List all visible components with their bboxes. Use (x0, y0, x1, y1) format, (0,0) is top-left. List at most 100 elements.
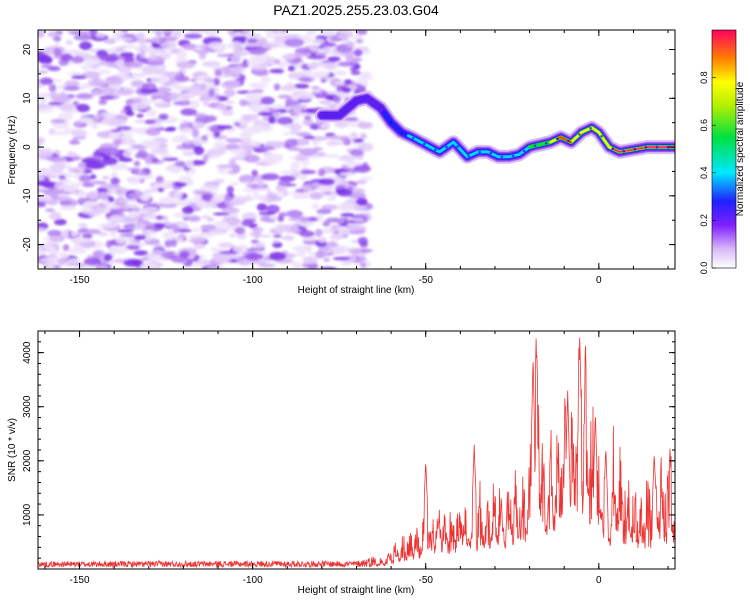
noise-blob (38, 176, 45, 181)
noise-blob (107, 196, 115, 203)
noise-blob (156, 100, 168, 105)
noise-blob (83, 201, 99, 208)
noise-blob (257, 37, 268, 45)
noise-blob (109, 48, 119, 52)
noise-blob (62, 244, 70, 252)
ridge-node (589, 126, 592, 130)
noise-blob (199, 82, 207, 91)
ridge-node (600, 135, 603, 138)
noise-blob (338, 227, 352, 236)
noise-blob (172, 30, 182, 39)
noise-blob (246, 91, 254, 101)
noise-blob (266, 193, 279, 201)
noise-blob (51, 131, 71, 136)
noise-blob (280, 84, 297, 92)
x-tick-label: 0 (596, 575, 602, 586)
noise-blob (311, 38, 325, 44)
noise-blob (119, 52, 135, 58)
noise-blob (56, 195, 72, 202)
noise-blob (202, 61, 221, 68)
noise-blob (100, 183, 121, 189)
noise-blob (362, 210, 371, 215)
noise-blob (142, 82, 157, 91)
noise-blob (193, 193, 202, 201)
noise-blob (59, 103, 74, 112)
noise-blob (158, 75, 170, 83)
noise-blob (204, 78, 214, 83)
noise-blob (79, 41, 93, 51)
noise-blob (159, 196, 175, 205)
noise-blob (266, 190, 273, 195)
noise-blob (44, 189, 61, 197)
noise-blob (207, 217, 215, 222)
noise-blob (136, 113, 144, 118)
noise-blob (75, 93, 94, 100)
noise-blob (275, 30, 283, 33)
noise-blob (174, 160, 186, 167)
y-tick-label: 4000 (22, 341, 33, 364)
noise-blob (191, 128, 200, 138)
noise-blob (63, 85, 80, 91)
noise-blob (243, 154, 261, 163)
noise-blob (114, 59, 127, 68)
noise-blob (54, 182, 62, 189)
noise-blob (201, 215, 210, 219)
x-tick-label: 0 (596, 275, 602, 286)
noise-blob (353, 164, 371, 173)
noise-blob (284, 138, 298, 148)
noise-blob (260, 76, 272, 83)
noise-blob (201, 229, 209, 233)
noise-blob (359, 176, 374, 181)
noise-blob (255, 124, 274, 133)
noise-blob (260, 96, 275, 105)
noise-blob (288, 72, 305, 80)
noise-blob (122, 151, 133, 158)
noise-blob (234, 227, 246, 235)
noise-blob (120, 45, 128, 50)
noise-blob (216, 164, 234, 169)
noise-blob (322, 154, 340, 158)
noise-blob (218, 242, 234, 248)
noise-blob (82, 183, 95, 188)
noise-blob (48, 84, 57, 93)
noise-blob (279, 170, 298, 175)
noise-blob (359, 142, 374, 152)
noise-blob (350, 70, 361, 76)
noise-blob (101, 156, 118, 166)
noise-blob (326, 241, 338, 248)
noise-blob (182, 206, 194, 215)
noise-blob (266, 204, 280, 214)
noise-blob (302, 256, 318, 265)
noise-blob (98, 232, 108, 237)
noise-blob (140, 193, 151, 202)
noise-blob (292, 114, 299, 121)
noise-blob (181, 43, 197, 50)
noise-blob (162, 231, 176, 240)
noise-blob (319, 228, 336, 234)
noise-blob (92, 89, 101, 97)
noise-blob (246, 38, 258, 44)
noise-blob (221, 109, 234, 116)
noise-blob (87, 190, 99, 200)
y-tick-label: 20 (22, 44, 33, 56)
noise-blob (166, 184, 175, 188)
noise-blob (148, 123, 164, 129)
spectrogram-y-label: Frequency (Hz) (7, 116, 18, 185)
noise-blob (209, 230, 225, 235)
snr-frame (37, 330, 676, 570)
noise-blob (296, 92, 316, 100)
noise-blob (310, 185, 317, 190)
ridge-node (533, 144, 537, 148)
noise-blob (49, 172, 68, 177)
noise-blob (90, 63, 100, 70)
noise-blob (150, 95, 158, 101)
noise-blob (53, 218, 67, 226)
x-tick-label: -150 (70, 575, 90, 586)
noise-blob (319, 266, 337, 269)
noise-blob (170, 238, 178, 247)
noise-blob (273, 191, 291, 195)
noise-blob (318, 178, 335, 186)
noise-blob (120, 110, 128, 114)
x-tick-label: -150 (70, 275, 90, 286)
